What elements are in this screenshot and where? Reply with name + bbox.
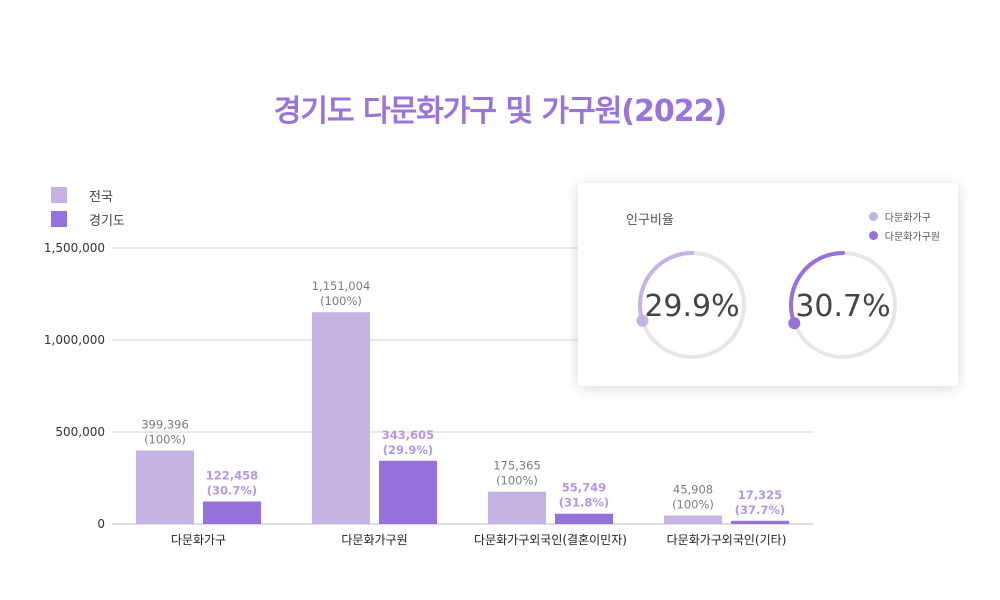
ratio-ring-value: 29.9%: [644, 289, 739, 324]
legend-label-gyeonggi: 경기도: [89, 213, 125, 229]
bar-value-label: 399,396: [141, 418, 189, 432]
x-category-label: 다문화가구외국인(결혼이민자): [474, 533, 627, 547]
bar-value-label: 17,325: [738, 488, 782, 502]
y-tick-label: 1,000,000: [44, 333, 105, 347]
ratio-card-title: 인구비율: [626, 213, 674, 228]
bar-value-label: 175,365: [493, 459, 541, 473]
bar-percent-label: (100%): [320, 294, 362, 308]
x-category-label: 다문화가구원: [341, 533, 407, 547]
bar-gyeonggi: [379, 460, 437, 524]
bar-nation: [312, 312, 370, 524]
bar-nation: [664, 515, 722, 524]
bar-value-label: 1,151,004: [312, 279, 371, 293]
bar-gyeonggi: [731, 520, 789, 524]
ratio-legend-item-members: 다문화가구원: [868, 226, 940, 245]
chart-title: 경기도 다문화가구 및 가구원(2022): [273, 94, 727, 129]
ratio-legend-label-households: 다문화가구: [884, 213, 931, 224]
ratio-card: 29.9% 30.7% 인구비율 다문화가구 다문화가구원: [578, 183, 958, 386]
bar-value-label: 122,458: [206, 468, 258, 482]
bar-percent-label: (37.7%): [735, 503, 785, 517]
x-category-label: 다문화가구: [171, 533, 226, 547]
bar-percent-label: (100%): [672, 498, 714, 512]
ratio-ring-marker: [636, 314, 649, 327]
bar-gyeonggi: [555, 513, 613, 524]
bar-value-label: 343,605: [382, 428, 434, 442]
y-tick-label: 0: [97, 517, 105, 531]
legend-item-gyeonggi: 경기도: [51, 207, 125, 231]
ratio-ring-arc: [789, 251, 845, 326]
bar-nation: [136, 450, 194, 524]
bar-percent-label: (100%): [144, 433, 186, 447]
bar-percent-label: (31.8%): [559, 496, 609, 510]
y-tick-label: 500,000: [55, 425, 105, 439]
legend-swatch-gyeonggi: [51, 211, 67, 227]
ratio-legend-label-members: 다문화가구원: [884, 232, 940, 243]
y-tick-label: 1,500,000: [44, 241, 105, 255]
bar-value-label: 45,908: [673, 483, 713, 497]
ratio-legend-item-households: 다문화가구: [868, 207, 940, 226]
bar-percent-label: (100%): [496, 474, 538, 488]
bar-nation: [488, 491, 546, 524]
ratio-ring-value: 30.7%: [795, 289, 890, 324]
bar-percent-label: (30.7%): [207, 483, 257, 497]
chart-legend: 전국 경기도: [51, 183, 125, 231]
ratio-legend-dot-members: [868, 231, 878, 240]
legend-swatch-nation: [51, 187, 67, 203]
ratio-rings: 29.9% 30.7%: [636, 251, 897, 359]
ratio-ring-arc: [638, 251, 694, 323]
bar-gyeonggi: [203, 501, 261, 524]
legend-item-nation: 전국: [51, 183, 125, 207]
bar-percent-label: (29.9%): [383, 443, 433, 457]
bar-value-label: 55,749: [562, 481, 606, 495]
ratio-legend-dot-households: [868, 212, 878, 221]
x-category-label: 다문화가구외국인(기타): [667, 533, 787, 547]
ratio-card-legend: 다문화가구 다문화가구원: [868, 207, 940, 245]
ratio-ring-marker: [788, 317, 801, 330]
legend-label-nation: 전국: [89, 189, 113, 205]
